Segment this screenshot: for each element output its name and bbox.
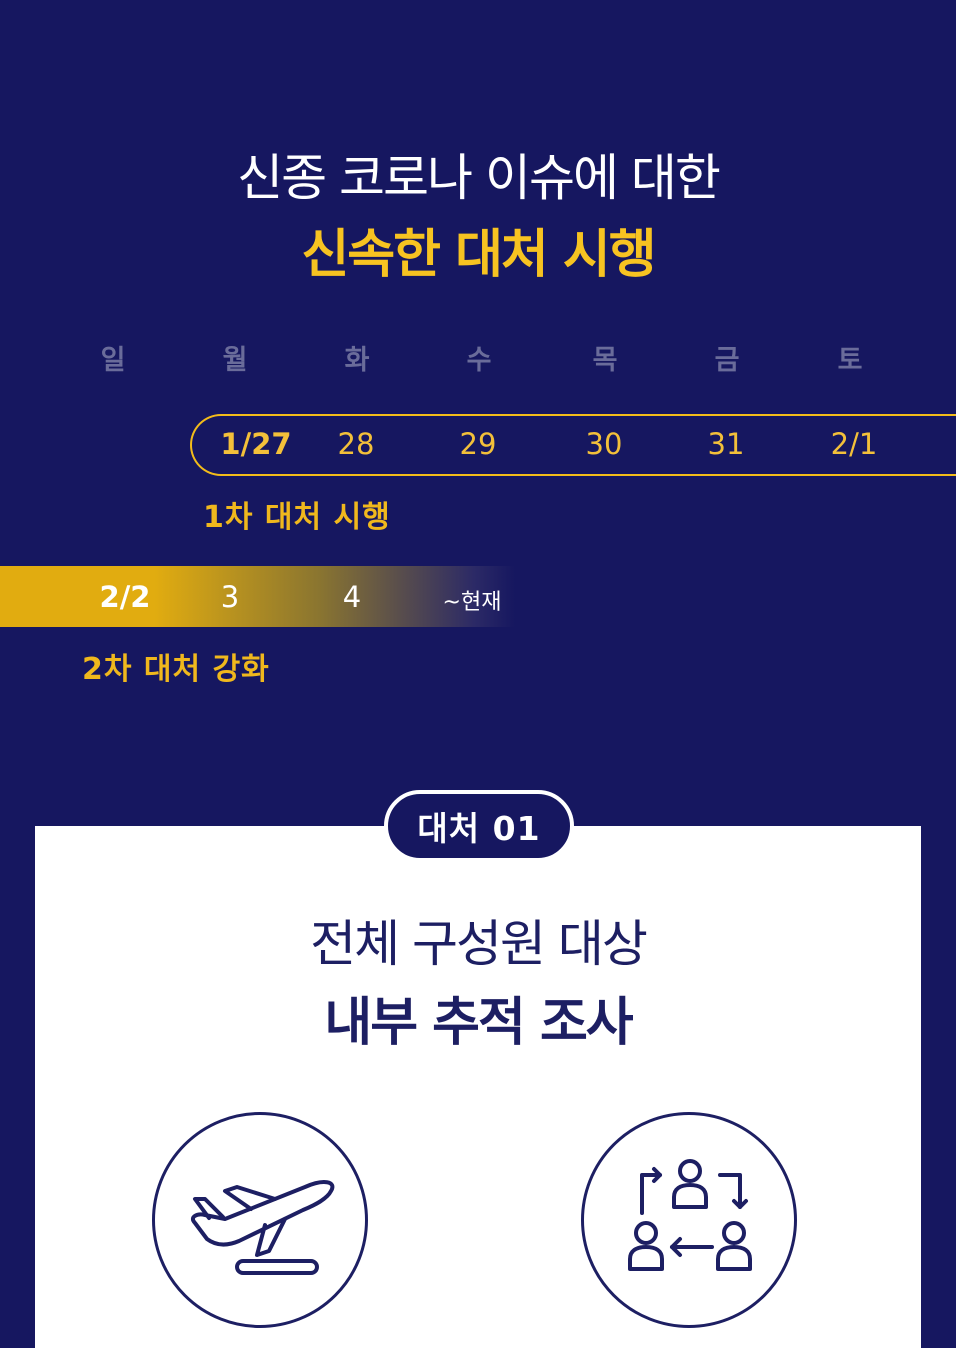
measure-badge: 대처 01: [384, 790, 574, 862]
weekday-mon: 월: [222, 345, 248, 376]
week1-day: 29: [459, 427, 497, 461]
week1-label: 1차 대처 시행: [203, 500, 391, 535]
card-title-line1: 전체 구성원 대상: [310, 915, 648, 973]
people-icon-circle: [581, 1112, 797, 1328]
week2-day: 3: [220, 580, 240, 614]
people-exchange-icon: [628, 1159, 752, 1271]
week1-day: 28: [337, 427, 375, 461]
week1-range-outline: [190, 414, 956, 476]
page-title-line1: 신종 코로나 이슈에 대한: [237, 149, 721, 207]
page-title-line2: 신속한 대처 시행: [301, 225, 656, 285]
weekday-fri: 금: [714, 345, 740, 376]
card-title-line2: 내부 추적 조사: [324, 993, 633, 1053]
week2-label: 2차 대처 강화: [82, 652, 270, 687]
week1-day: 31: [707, 427, 745, 461]
weekday-wed: 수: [466, 345, 492, 376]
weekday-sun: 일: [100, 345, 126, 376]
week2-day-current: ~현재: [442, 590, 502, 615]
airplane-icon-circle: [152, 1112, 368, 1328]
week2-range-bar: [0, 566, 515, 627]
weekday-thu: 목: [592, 345, 618, 376]
week2-day: 2/2: [99, 580, 151, 614]
week1-day: 2/1: [830, 427, 878, 461]
airplane-takeoff-icon: [190, 1180, 335, 1275]
week2-day: 4: [342, 580, 362, 614]
week1-day: 30: [585, 427, 623, 461]
weekday-tue: 화: [344, 345, 370, 376]
week1-day: 1/27: [220, 427, 292, 461]
weekday-sat: 토: [837, 345, 863, 376]
